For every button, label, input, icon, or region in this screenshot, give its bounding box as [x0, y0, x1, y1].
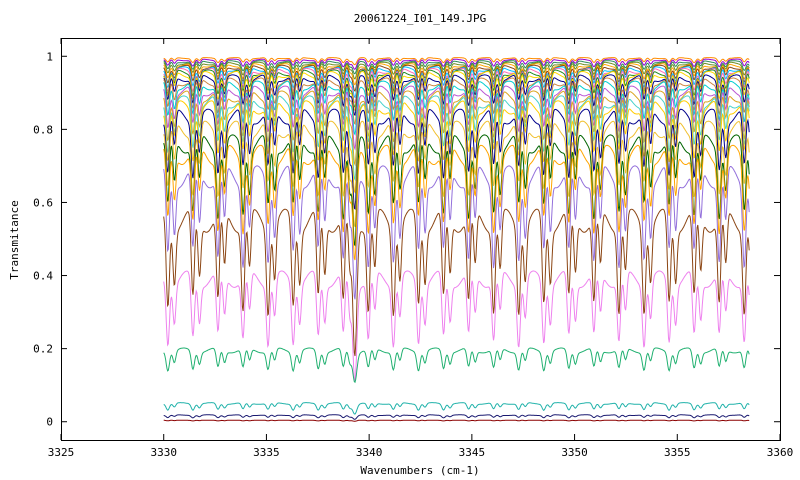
x-tick-label: 3325 [48, 446, 75, 459]
x-tick-label: 3330 [150, 446, 177, 459]
x-tick-label: 3345 [459, 446, 486, 459]
series-line-21 [163, 144, 750, 261]
series-line-22 [163, 165, 750, 300]
series-line-24 [163, 270, 750, 382]
series-line-1 [163, 57, 750, 66]
y-tick-label: 0.4 [33, 270, 53, 283]
axis-ticks: 3325 3330 3335 3340 3345 3350 3355 3360 0 0.2 0.4 0… [33, 38, 793, 459]
series-line-12 [163, 77, 750, 125]
series-line-4 [163, 61, 750, 80]
y-axis-label: Transmitance [8, 200, 21, 279]
x-tick-label: 3340 [356, 446, 383, 459]
y-tick-label: 0.6 [33, 196, 53, 209]
series-line-26 [163, 402, 750, 415]
chart-title: 20061224_I01_149.JPG [354, 12, 486, 25]
series-line-3 [163, 60, 750, 75]
series-layer [163, 57, 750, 422]
x-axis-label: Wavenumbers (cm-1) [360, 464, 479, 477]
y-tick-label: 0.2 [33, 343, 53, 356]
x-tick-label: 3335 [253, 446, 280, 459]
series-line-27 [163, 414, 750, 420]
series-line-2 [163, 58, 750, 70]
y-tick-label: 0 [46, 416, 53, 429]
y-tick-label: 1 [46, 50, 53, 63]
series-line-25 [163, 347, 750, 384]
x-tick-label: 3360 [767, 446, 794, 459]
series-line-19 [163, 120, 750, 228]
series-line-28 [163, 419, 750, 422]
x-tick-label: 3355 [664, 446, 691, 459]
series-line-18 [163, 108, 750, 210]
series-line-11 [163, 74, 750, 116]
series-line-13 [163, 80, 750, 136]
series-line-23 [163, 208, 750, 357]
y-tick-label: 0.8 [33, 123, 53, 136]
series-line-17 [163, 100, 750, 194]
x-tick-label: 3350 [561, 446, 588, 459]
series-line-10 [163, 70, 750, 111]
series-line-20 [163, 134, 750, 247]
